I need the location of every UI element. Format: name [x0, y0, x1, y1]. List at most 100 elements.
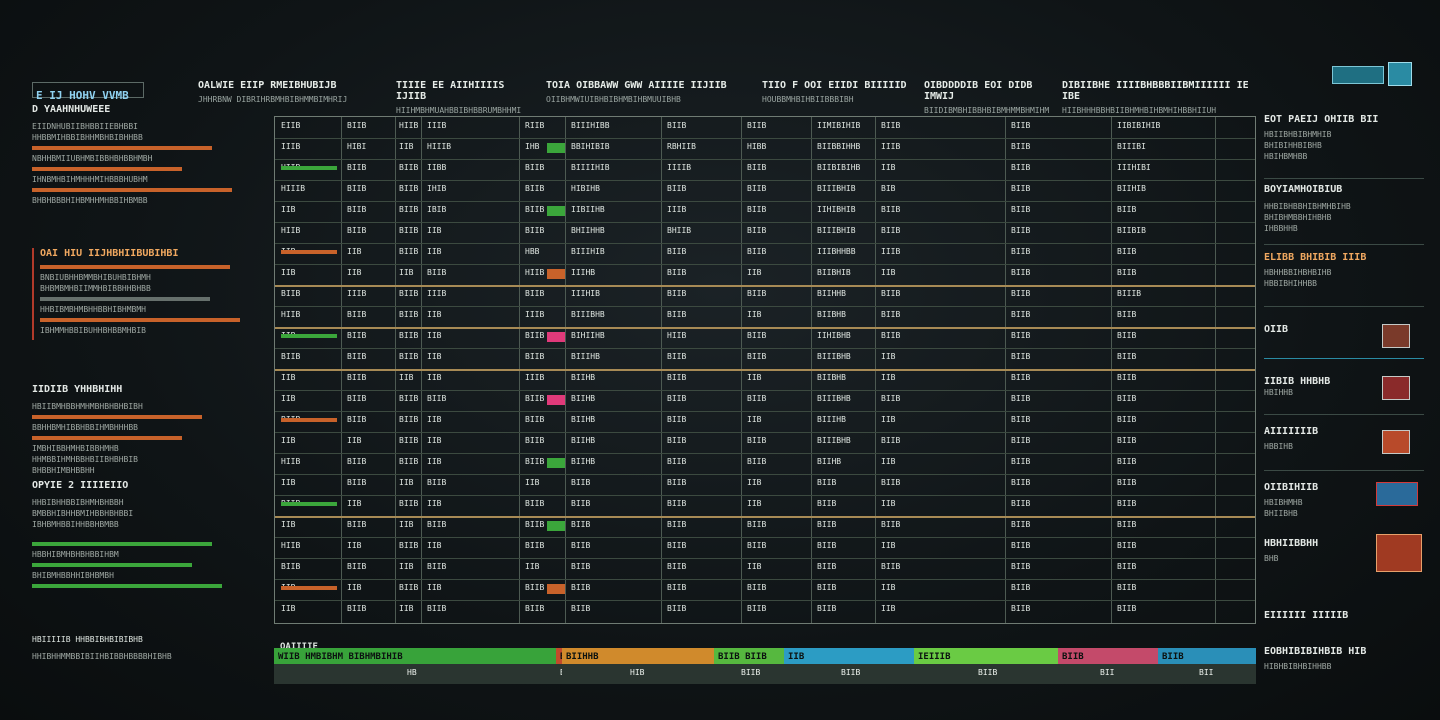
table-cell[interactable]: BIIB — [667, 520, 687, 529]
table-cell[interactable]: BIIIBHB — [817, 436, 851, 445]
table-cell[interactable]: BIIB — [747, 604, 767, 613]
table-cell[interactable]: BIIB — [525, 163, 545, 172]
table-cell[interactable]: IIIHIB — [571, 289, 600, 298]
table-cell[interactable]: BIIHHB — [817, 289, 846, 298]
table-cell[interactable]: BIIB — [1117, 331, 1137, 340]
table-cell[interactable]: IIB — [747, 310, 762, 319]
table-cell[interactable]: BIIB — [667, 394, 687, 403]
table-cell[interactable]: BIIIHB — [817, 415, 846, 424]
table-cell[interactable]: BIIB — [399, 541, 419, 550]
table-cell[interactable]: BIIB — [1011, 499, 1031, 508]
window-controls[interactable] — [1332, 62, 1412, 86]
table-cell[interactable]: BIIB — [1011, 520, 1031, 529]
table-cell[interactable]: BIIB — [399, 331, 419, 340]
table-cell[interactable]: IIB — [747, 268, 762, 277]
table-cell[interactable]: BIIB — [1117, 310, 1137, 319]
table-cell[interactable]: IBIB — [427, 205, 447, 214]
table-cell[interactable]: BIIB — [881, 226, 901, 235]
table-cell[interactable]: BIHIIHB — [571, 331, 605, 340]
alert-icon[interactable] — [1382, 376, 1410, 400]
table-cell[interactable]: BIIB — [1011, 478, 1031, 487]
table-cell[interactable]: BIIB — [1011, 394, 1031, 403]
table-cell[interactable]: BIIB — [1011, 163, 1031, 172]
table-cell[interactable]: IIB — [281, 478, 296, 487]
table-cell[interactable]: BIIB — [399, 394, 419, 403]
table-cell[interactable]: BIIB — [747, 184, 767, 193]
table-cell[interactable]: IIB — [747, 499, 762, 508]
table-cell[interactable]: HBB — [525, 247, 540, 256]
table-cell[interactable]: IIB — [281, 205, 296, 214]
table-cell[interactable]: BBIHIBIB — [571, 142, 610, 151]
table-cell[interactable]: BIIHB — [817, 457, 842, 466]
data-table[interactable]: EIIB BIIB HIIB IIIB RIIB BIIIHIBB BIIB BIIB IIMI… — [274, 116, 1256, 624]
table-cell[interactable]: BIIB — [667, 184, 687, 193]
table-cell[interactable]: BIIB — [881, 331, 901, 340]
table-cell[interactable]: BIIB — [667, 499, 687, 508]
table-cell[interactable]: BIIB — [1011, 583, 1031, 592]
table-cell[interactable]: IIB — [881, 268, 896, 277]
table-cell[interactable]: HIBI — [347, 142, 367, 151]
table-cell[interactable]: BIIB — [817, 583, 837, 592]
table-cell[interactable]: BIIB — [881, 289, 901, 298]
table-cell[interactable]: BIIIHIB — [571, 247, 605, 256]
table-cell[interactable]: BIIB — [1011, 310, 1031, 319]
table-cell[interactable]: BIIB — [427, 394, 447, 403]
table-cell[interactable]: BIIB — [667, 583, 687, 592]
table-cell[interactable]: IIB — [347, 436, 362, 445]
table-cell[interactable]: IIHIBHIB — [817, 205, 856, 214]
table-cell[interactable]: BIIBIBIHB — [817, 163, 861, 172]
table-cell[interactable]: BIIB — [747, 226, 767, 235]
table-cell[interactable]: BIIB — [525, 457, 545, 466]
table-cell[interactable]: BIIB — [525, 205, 545, 214]
table-cell[interactable]: BIB — [881, 184, 896, 193]
table-cell[interactable]: IIIHB — [571, 268, 596, 277]
table-cell[interactable]: BIIB — [281, 352, 301, 361]
table-cell[interactable]: BIIB — [667, 352, 687, 361]
table-cell[interactable]: BIIB — [399, 436, 419, 445]
table-cell[interactable]: BIIB — [881, 121, 901, 130]
table-cell[interactable]: IIB — [427, 310, 442, 319]
table-cell[interactable]: HIIIB — [427, 142, 452, 151]
table-cell[interactable]: BIIB — [571, 562, 591, 571]
table-cell[interactable]: IIB — [281, 520, 296, 529]
table-cell[interactable]: BIIB — [667, 289, 687, 298]
table-cell[interactable]: IIB — [427, 373, 442, 382]
panel-toggle-button[interactable] — [1332, 66, 1384, 84]
table-cell[interactable]: BIIB — [281, 562, 301, 571]
table-cell[interactable]: IIB — [881, 373, 896, 382]
table-cell[interactable]: BIIB — [1011, 268, 1031, 277]
table-cell[interactable]: IIB — [281, 436, 296, 445]
table-cell[interactable]: BIIB — [667, 415, 687, 424]
table-cell[interactable]: BIIHB — [571, 373, 596, 382]
table-cell[interactable]: IIB — [347, 247, 362, 256]
table-cell[interactable]: IIIB — [281, 142, 301, 151]
table-cell[interactable]: BIIB — [747, 205, 767, 214]
table-cell[interactable]: IIIB — [525, 373, 545, 382]
table-cell[interactable]: BIIB — [1011, 247, 1031, 256]
table-cell[interactable]: BIIIBI — [1117, 142, 1146, 151]
table-cell[interactable]: IIB — [427, 436, 442, 445]
table-cell[interactable]: IIIB — [881, 142, 901, 151]
table-cell[interactable]: IIB — [881, 457, 896, 466]
table-cell[interactable]: BIIB — [747, 163, 767, 172]
table-cell[interactable]: BIIB — [817, 520, 837, 529]
table-cell[interactable]: BIIB — [347, 331, 367, 340]
table-cell[interactable]: BIIB — [347, 604, 367, 613]
table-cell[interactable]: BIIB — [399, 352, 419, 361]
table-cell[interactable]: BIIB — [817, 541, 837, 550]
table-cell[interactable]: BIIB — [525, 436, 545, 445]
table-cell[interactable]: IIB — [881, 499, 896, 508]
table-cell[interactable]: BIIB — [347, 205, 367, 214]
table-cell[interactable]: HIIB — [281, 226, 301, 235]
table-cell[interactable]: IIIB — [881, 247, 901, 256]
table-cell[interactable]: IIIB — [427, 121, 447, 130]
table-cell[interactable]: BIIIBHIB — [817, 184, 856, 193]
table-cell[interactable]: BIIB — [1117, 247, 1137, 256]
table-cell[interactable]: BIIB — [1011, 415, 1031, 424]
table-cell[interactable]: IIB — [427, 226, 442, 235]
menu-icon[interactable] — [1388, 62, 1412, 86]
table-cell[interactable]: BIIB — [817, 499, 837, 508]
table-cell[interactable]: BIIB — [1011, 331, 1031, 340]
table-cell[interactable]: BIIB — [525, 583, 545, 592]
table-cell[interactable]: BIIB — [881, 520, 901, 529]
